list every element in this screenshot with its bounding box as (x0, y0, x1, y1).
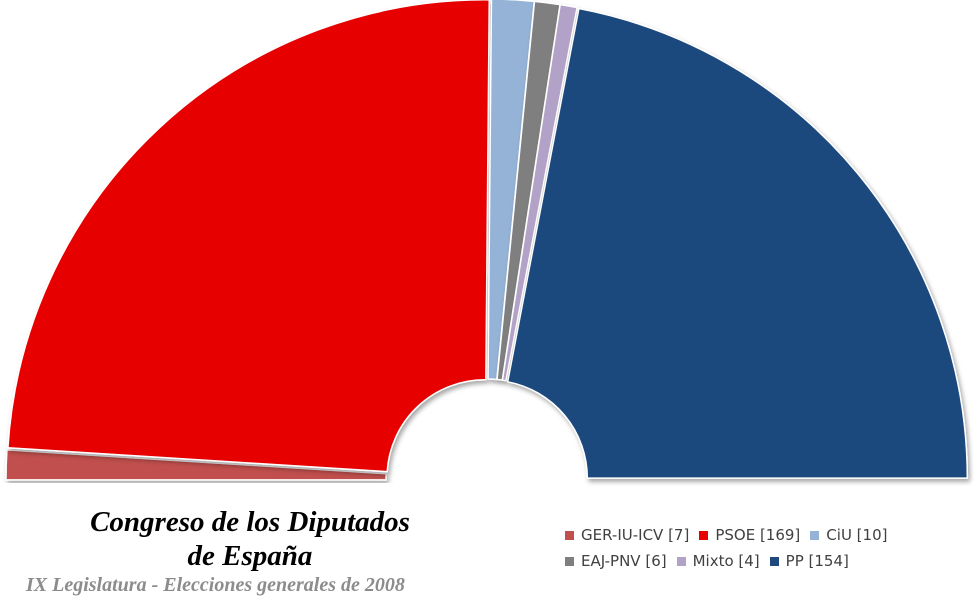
legend-item-psoe: PSOE [169] (699, 526, 800, 544)
legend-swatch-psoe (699, 530, 709, 540)
legend-swatch-pp (769, 556, 779, 566)
legend-swatch-mixto (676, 556, 686, 566)
legend-row: GER-IU-ICV [7] PSOE [169] CiU [10] (565, 522, 965, 548)
legend-label-ciu: CiU [10] (826, 526, 888, 544)
chart-title-line-2: de España (187, 540, 313, 572)
legend-label-psoe: PSOE [169] (715, 526, 801, 544)
legend-swatch-ger-iu-icv (565, 530, 574, 540)
legend-label-pp: PP [154] (785, 552, 849, 570)
legend-item-mixto: Mixto [4] (676, 552, 760, 570)
legend: GER-IU-ICV [7] PSOE [169] CiU [10] EAJ-P… (565, 522, 965, 574)
wedge-ger-iu-icv (5, 449, 387, 481)
wedge-mixto (501, 3, 578, 382)
legend-row: EAJ-PNV [6] Mixto [4] PP [154] (565, 548, 965, 574)
chart-title: Congreso de los Diputados de España (40, 505, 460, 573)
legend-item-ciu: CiU [10] (810, 526, 887, 544)
legend-label-mixto: Mixto [4] (692, 552, 760, 570)
legend-item-ger-iu-icv: GER-IU-ICV [7] (565, 526, 689, 544)
legend-item-pp: PP [154] (769, 552, 849, 570)
legend-label-eaj-pnv: EAJ-PNV [6] (581, 552, 667, 570)
legend-swatch-eaj-pnv (565, 556, 574, 566)
chart-subtitle: IX Legislatura - Elecciones generales de… (26, 574, 405, 596)
wedge-psoe (7, 0, 490, 473)
wedge-pp (506, 7, 969, 479)
legend-label-ger-iu-icv: GER-IU-ICV [7] (581, 526, 690, 544)
chart-title-line-1: Congreso de los Diputados (90, 506, 410, 538)
legend-item-eaj-pnv: EAJ-PNV [6] (565, 552, 667, 570)
parliament-chart (5, 0, 969, 481)
legend-swatch-ciu (810, 530, 820, 540)
